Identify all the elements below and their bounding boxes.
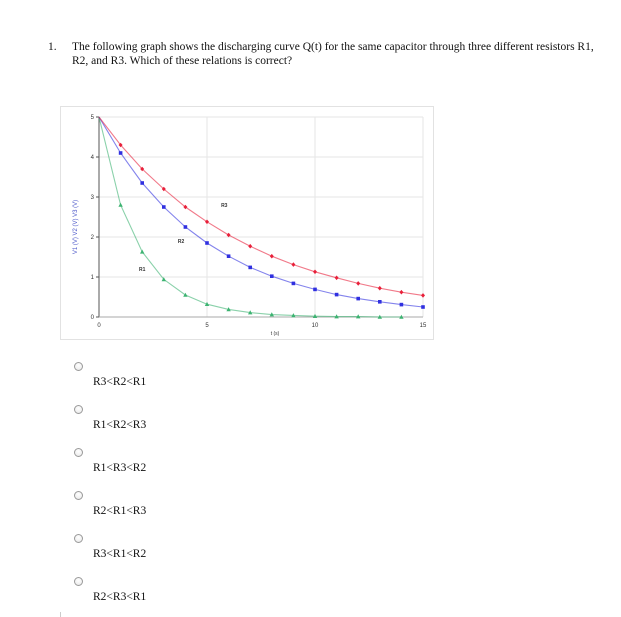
question-number: 1. <box>48 41 57 53</box>
data-point-r2 <box>378 300 382 304</box>
data-point-r3 <box>226 232 231 238</box>
data-point-r1 <box>248 310 253 315</box>
option-5[interactable]: R3<R1<R2 <box>74 534 274 574</box>
series-line-r2 <box>98 116 424 308</box>
x-tick-label: 10 <box>312 323 319 329</box>
data-point-r2 <box>140 181 144 185</box>
data-point-r3 <box>118 142 123 148</box>
data-point-r2 <box>183 225 188 229</box>
data-point-r3 <box>399 289 404 295</box>
data-point-r1 <box>377 314 382 319</box>
data-point-r1 <box>140 249 145 254</box>
y-tick-label: 2 <box>91 235 95 241</box>
divider <box>60 612 61 617</box>
series-annotation: R2 <box>178 239 185 245</box>
data-point-r1 <box>183 292 188 297</box>
radio-button[interactable] <box>74 448 83 457</box>
question-text: The following graph shows the dischargin… <box>72 41 594 67</box>
data-point-r2 <box>205 241 209 245</box>
data-point-r1 <box>312 313 318 318</box>
data-point-r3 <box>334 275 339 281</box>
data-point-r1 <box>291 313 296 318</box>
data-point-r3 <box>377 285 382 291</box>
data-point-r1 <box>226 307 231 312</box>
radio-button[interactable] <box>74 405 83 414</box>
data-point-r3 <box>356 281 361 286</box>
data-point-r2 <box>270 274 274 278</box>
series-line-r3 <box>98 116 424 296</box>
discharge-chart: 0 5 10 15 0 1 2 3 4 5 t (s) V1 (V) V2 (V) V3 (V) R1 R… <box>60 106 434 340</box>
data-point-r3 <box>313 269 317 275</box>
option-4[interactable]: R2<R1<R3 <box>74 491 274 531</box>
data-point-r2 <box>118 151 123 155</box>
option-6[interactable]: R2<R3<R1 <box>74 577 274 617</box>
y-tick-label: 3 <box>91 195 95 201</box>
option-label: R2<R3<R1 <box>93 591 147 603</box>
y-tick-label: 4 <box>91 155 95 161</box>
series-annotation: R3 <box>221 203 228 209</box>
data-point-r3 <box>291 262 296 267</box>
data-point-r3 <box>161 186 166 192</box>
option-label: R2<R1<R3 <box>93 505 147 517</box>
data-point-r3 <box>421 293 425 298</box>
option-label: R3<R2<R1 <box>93 376 147 388</box>
option-3[interactable]: R1<R3<R2 <box>74 448 274 488</box>
radio-button[interactable] <box>74 362 83 371</box>
y-tick-label: 0 <box>91 315 95 321</box>
data-point-r1 <box>399 314 404 319</box>
data-point-r1 <box>118 202 123 207</box>
y-tick-label: 1 <box>91 275 95 281</box>
data-point-r1 <box>204 301 210 306</box>
data-point-r2 <box>291 281 296 286</box>
data-point-r3 <box>248 243 253 249</box>
data-point-r2 <box>226 254 231 258</box>
series-annotation: R1 <box>139 267 146 273</box>
data-point-r2 <box>162 205 166 209</box>
data-point-r3 <box>140 166 145 172</box>
y-axis-label: V1 (V) V2 (V) V3 (V) <box>73 200 79 254</box>
x-tick-label: 15 <box>420 323 427 329</box>
data-point-r2 <box>313 287 317 292</box>
data-point-r1 <box>161 277 166 282</box>
data-point-r2 <box>334 292 339 297</box>
option-label: R1<R2<R3 <box>93 419 147 431</box>
series-line-r1 <box>98 116 402 318</box>
data-point-r2 <box>356 296 360 301</box>
option-label: R1<R3<R2 <box>93 462 147 474</box>
data-point-r3 <box>269 253 274 259</box>
x-axis-label: t (s) <box>271 331 280 337</box>
radio-button[interactable] <box>74 491 83 500</box>
data-point-r1 <box>334 314 339 319</box>
y-tick-label: 5 <box>91 115 95 121</box>
chart-svg: 0 5 10 15 0 1 2 3 4 5 t (s) V1 (V) V2 (V) V3 (V) R1 R… <box>73 115 427 337</box>
data-point-r1 <box>269 312 274 317</box>
x-tick-label: 0 <box>97 323 101 329</box>
radio-button[interactable] <box>74 534 83 543</box>
data-point-r1 <box>356 314 361 319</box>
data-point-r2 <box>248 265 252 270</box>
data-point-r2 <box>399 302 404 307</box>
radio-button[interactable] <box>74 577 83 586</box>
option-label: R3<R1<R2 <box>93 548 147 560</box>
data-point-r3 <box>183 204 188 210</box>
option-1[interactable]: R3<R2<R1 <box>74 362 274 402</box>
x-tick-label: 5 <box>205 323 209 329</box>
data-point-r2 <box>421 305 425 309</box>
option-2[interactable]: R1<R2<R3 <box>74 405 274 445</box>
